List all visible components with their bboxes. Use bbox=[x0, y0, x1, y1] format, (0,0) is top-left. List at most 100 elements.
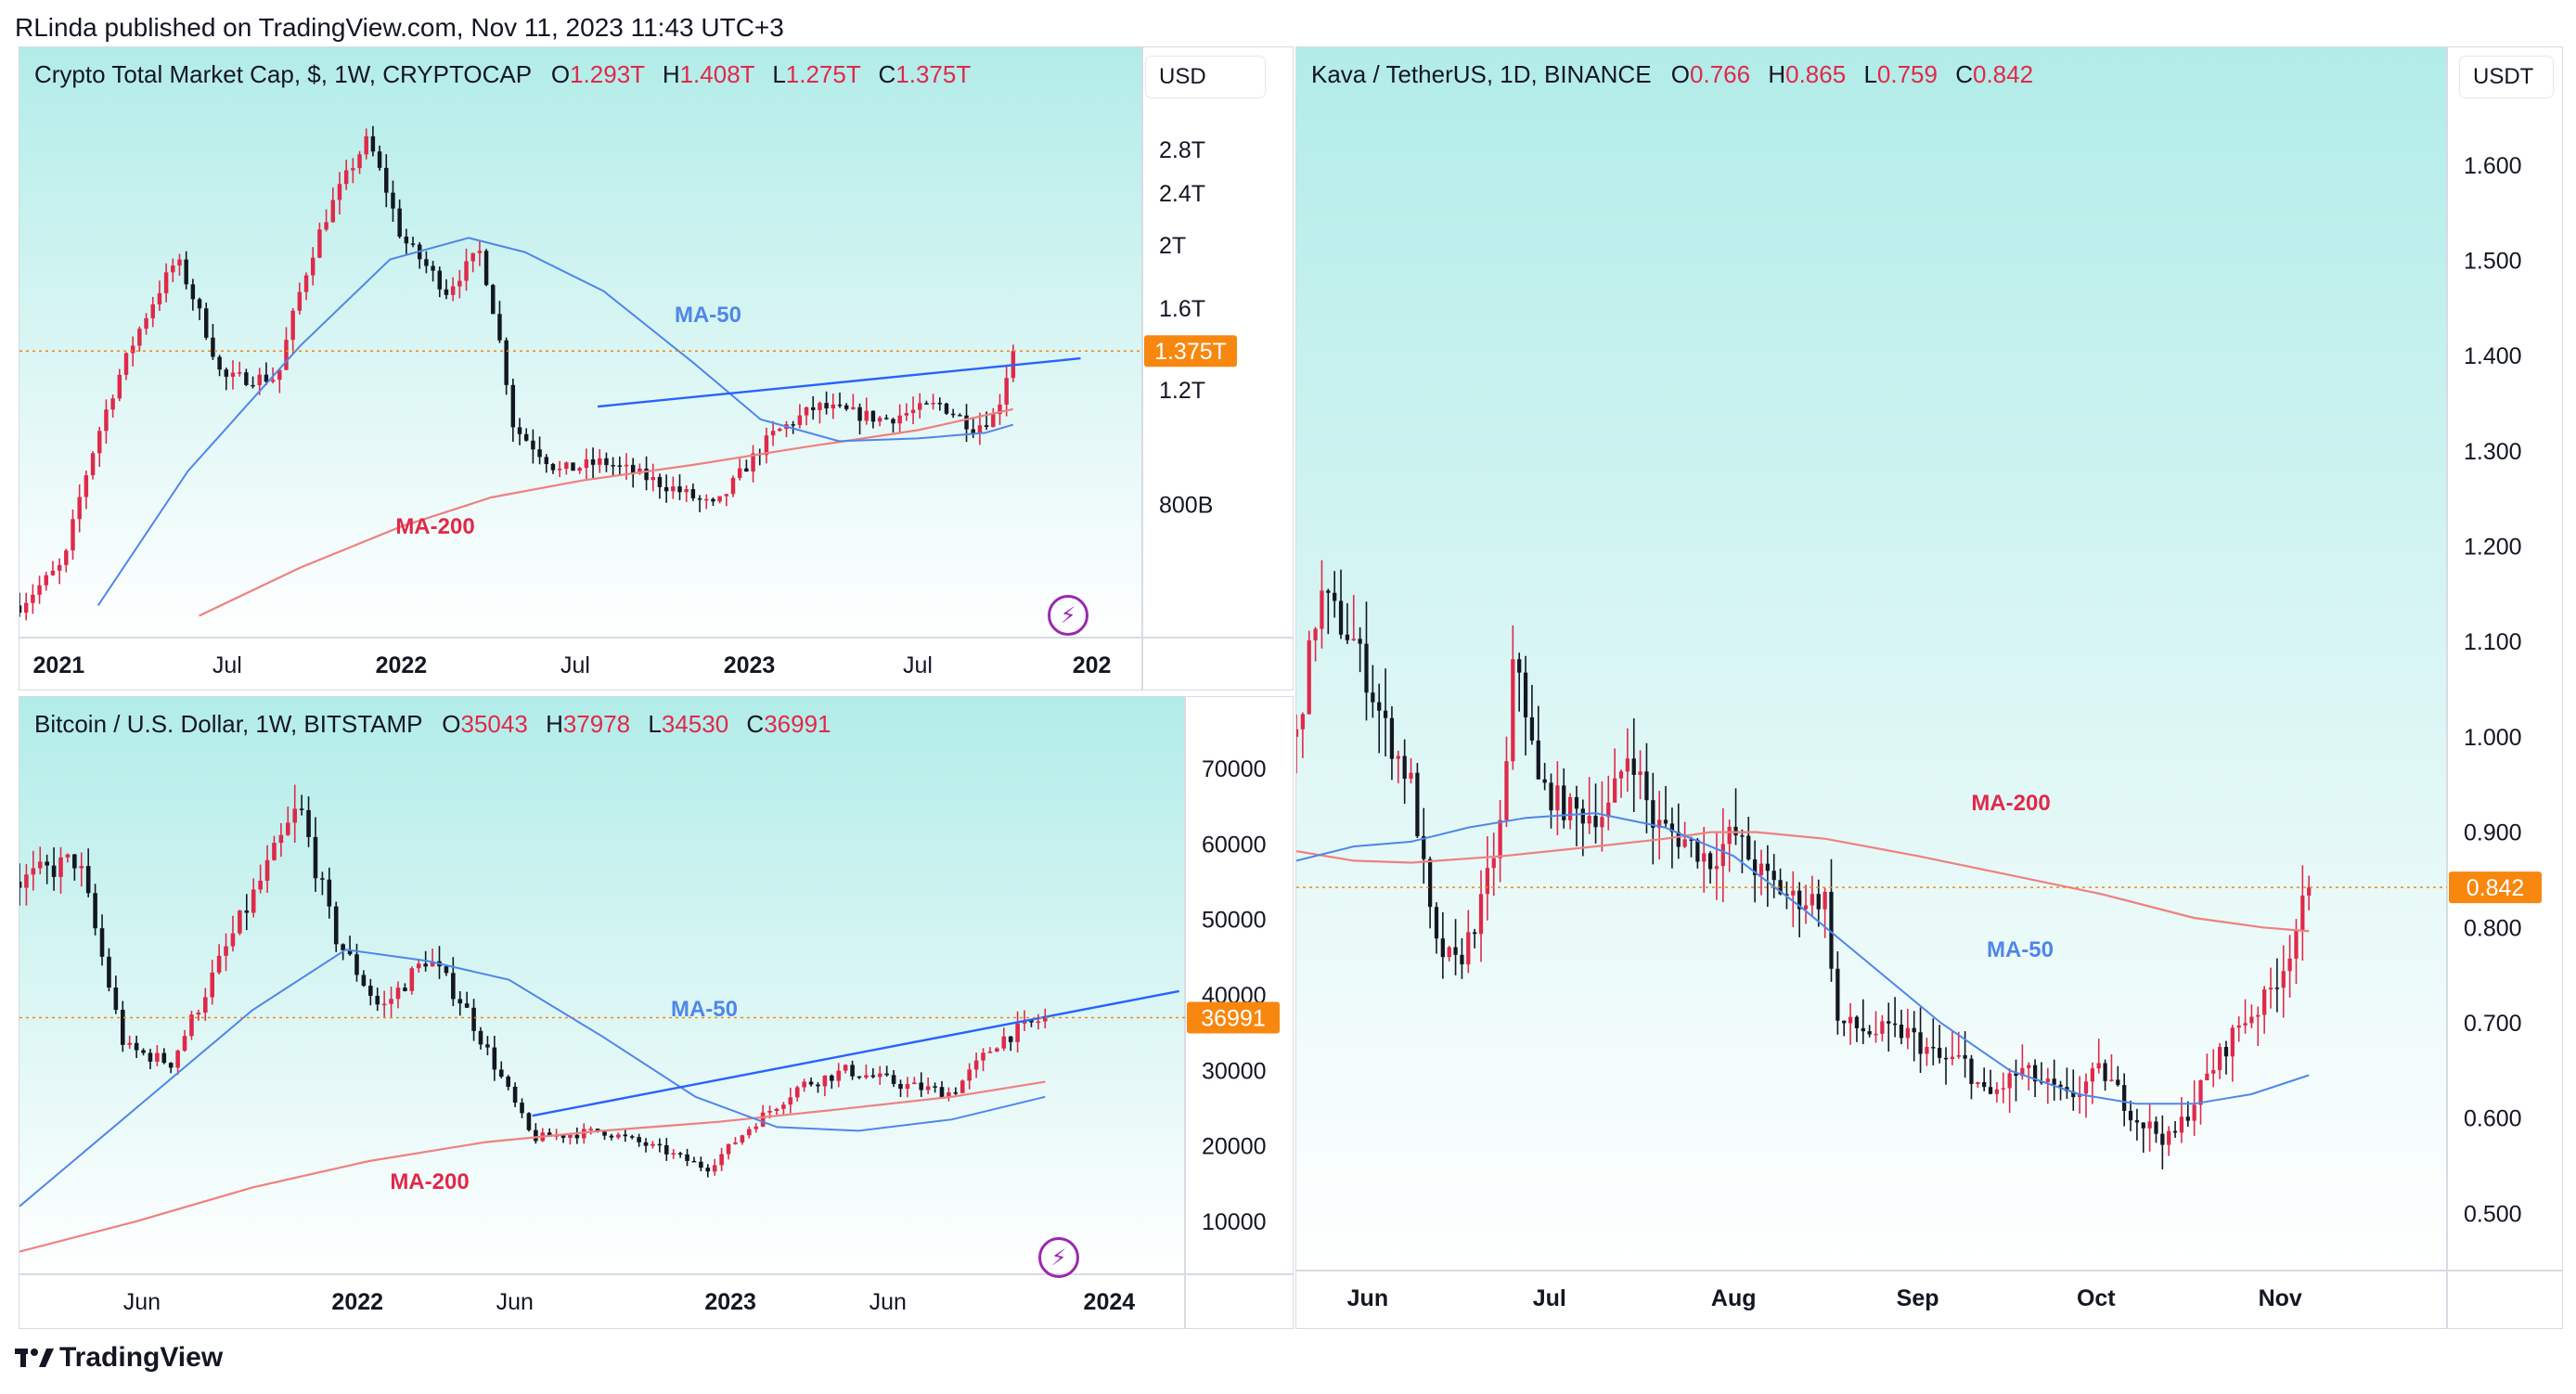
candle-body bbox=[744, 468, 749, 472]
candle-body bbox=[2167, 1130, 2171, 1145]
candle-body bbox=[998, 404, 1002, 415]
candle-body bbox=[1651, 800, 1655, 828]
candle-body bbox=[1434, 907, 1439, 939]
candle-body bbox=[924, 403, 929, 405]
candle-body bbox=[711, 498, 715, 502]
candle-body bbox=[1427, 858, 1433, 908]
price-tick-label: 1.400 bbox=[2464, 343, 2522, 369]
candle-body bbox=[811, 407, 816, 410]
chart-panel-bitcoin[interactable]: 70000 60000 50000 40000 30000 20000 10000 Jun 20… bbox=[19, 696, 1294, 1329]
candle-body bbox=[1036, 1021, 1041, 1024]
candle-body bbox=[1746, 835, 1751, 859]
low-value: 0.759 bbox=[1876, 60, 1938, 88]
candle-body bbox=[1778, 880, 1783, 895]
candle-body bbox=[1326, 590, 1331, 593]
candle-body bbox=[1842, 1020, 1847, 1024]
candle-body bbox=[1358, 639, 1362, 644]
candle-body bbox=[510, 384, 516, 428]
candle-body bbox=[1765, 863, 1770, 871]
candle-body bbox=[1925, 1047, 1929, 1054]
candle-body bbox=[550, 464, 556, 471]
candle-body bbox=[457, 280, 462, 287]
candle-body bbox=[822, 1075, 828, 1087]
candle-body bbox=[130, 345, 135, 354]
candle-body bbox=[520, 1103, 524, 1114]
candle-body bbox=[830, 1075, 834, 1081]
candle-body bbox=[925, 1086, 931, 1091]
candle-body bbox=[217, 356, 222, 370]
candle-body bbox=[1338, 600, 1344, 635]
candle-body bbox=[327, 879, 332, 907]
candle-body bbox=[354, 954, 359, 975]
candle-body bbox=[1523, 672, 1528, 717]
candle-body bbox=[598, 458, 602, 465]
candle-body bbox=[2300, 895, 2305, 931]
lightning-icon[interactable]: ⚡ bbox=[1038, 1237, 1079, 1278]
candle-body bbox=[299, 808, 304, 810]
candle-body bbox=[891, 419, 895, 424]
candle-body bbox=[333, 906, 339, 945]
ma50-label: MA-50 bbox=[675, 303, 741, 328]
candle-body bbox=[351, 168, 355, 171]
candle-body bbox=[2192, 1104, 2196, 1121]
candle-body bbox=[1950, 1056, 1955, 1060]
candle-body bbox=[1753, 858, 1758, 875]
candle-body bbox=[967, 1069, 972, 1081]
candle-body bbox=[1956, 1054, 1961, 1057]
candle-body bbox=[230, 933, 236, 947]
candle-body bbox=[971, 429, 975, 434]
tradingview-footer[interactable]: TradingView bbox=[15, 1342, 223, 1374]
chart-panel-total-market-cap[interactable]: 2.8T 2.4T 2T 1.6T 1.2T 800B 2021 Jul 2022 Jul 2023… bbox=[19, 46, 1294, 691]
candle-body bbox=[1988, 1087, 1993, 1094]
candle-body bbox=[272, 843, 277, 860]
currency-selector[interactable]: USD bbox=[1146, 57, 1265, 97]
price-tick-label: 20000 bbox=[1202, 1134, 1267, 1160]
candle-body bbox=[804, 407, 809, 416]
candle-body bbox=[1803, 905, 1809, 910]
candle-body bbox=[1001, 1036, 1007, 1049]
candle-body bbox=[877, 1073, 882, 1078]
candle-body bbox=[313, 836, 318, 879]
candle-body bbox=[202, 997, 208, 1013]
candle-body bbox=[2307, 887, 2312, 896]
candle-body bbox=[1409, 772, 1413, 780]
trend-line bbox=[532, 989, 1179, 1117]
candle-body bbox=[1300, 714, 1305, 729]
candle-body bbox=[244, 910, 250, 913]
candle-body bbox=[624, 464, 629, 467]
candle-body bbox=[544, 457, 548, 465]
candle-body bbox=[617, 465, 623, 467]
chart-title-kava: Kava / TetherUS, 1D, BINANCE O0.766 H0.8… bbox=[1311, 60, 2033, 89]
time-tick-label: Jun bbox=[869, 1289, 907, 1315]
candle-body bbox=[1345, 634, 1350, 640]
candle-body bbox=[99, 928, 105, 957]
candle-body bbox=[844, 405, 849, 409]
candle-body bbox=[2109, 1079, 2114, 1081]
candle-body bbox=[638, 468, 642, 474]
candle-body bbox=[1422, 835, 1426, 859]
total-market-cap-chart[interactable]: 2.8T 2.4T 2T 1.6T 1.2T 800B 2021 Jul 2022 Jul 2023… bbox=[19, 47, 1293, 690]
price-tick-label: 2.4T bbox=[1159, 181, 1205, 207]
candle-body bbox=[251, 889, 256, 913]
kava-chart[interactable]: 1.600 1.500 1.400 1.300 1.200 1.100 1.000 0.900… bbox=[1296, 47, 2562, 1328]
candle-body bbox=[705, 1168, 711, 1172]
candle-body bbox=[204, 308, 209, 338]
candle-body bbox=[2027, 1065, 2031, 1068]
candle-body bbox=[623, 1134, 628, 1137]
candle-body bbox=[384, 167, 389, 193]
candle-body bbox=[104, 409, 109, 432]
currency-selector[interactable]: USDT bbox=[2460, 57, 2553, 97]
candle-body bbox=[163, 272, 169, 293]
candle-body bbox=[404, 236, 409, 244]
lightning-icon[interactable]: ⚡ bbox=[1048, 595, 1088, 636]
candle-body bbox=[2281, 971, 2286, 988]
chart-panel-kava[interactable]: 1.600 1.500 1.400 1.300 1.200 1.100 1.000 0.900… bbox=[1295, 46, 2563, 1329]
candle-body bbox=[770, 431, 776, 436]
candle-body bbox=[753, 1126, 759, 1129]
candle-body bbox=[1320, 590, 1324, 629]
candle-body bbox=[677, 1153, 683, 1155]
candle-body bbox=[1333, 592, 1337, 601]
candle-body bbox=[303, 275, 309, 292]
candle-body bbox=[2096, 1063, 2101, 1069]
